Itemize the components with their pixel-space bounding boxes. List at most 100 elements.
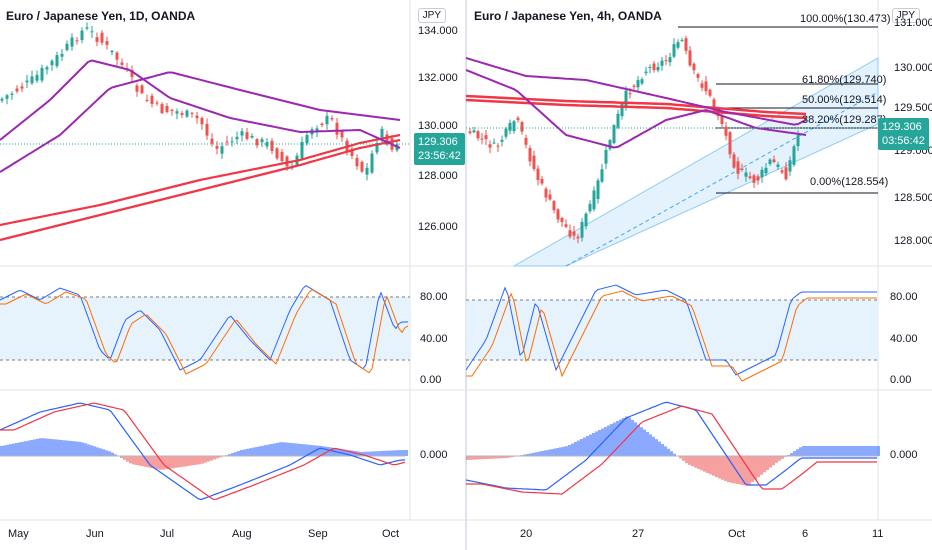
macd-histogram-bar bbox=[499, 456, 502, 459]
currency-badge[interactable]: JPY bbox=[417, 8, 446, 23]
four-hour-chart-pane[interactable]: Euro / Japanese Yen, 4h, OANDA JPY 100.0… bbox=[466, 0, 932, 550]
macd-histogram-bar bbox=[27, 440, 30, 456]
last-price-tag: 129.306 23:56:42 bbox=[414, 133, 465, 165]
macd-histogram-bar bbox=[475, 456, 478, 460]
macd-histogram-bar bbox=[171, 456, 174, 469]
four-hour-candle bbox=[596, 180, 600, 200]
daily-chart-pane[interactable]: Euro / Japanese Yen, 1D, OANDA JPY 134.0… bbox=[0, 0, 466, 550]
daily-candle bbox=[215, 146, 219, 149]
macd-histogram-bar bbox=[126, 456, 129, 462]
daily-candle bbox=[190, 112, 194, 114]
macd-histogram-bar bbox=[841, 446, 844, 456]
macd-histogram-bar bbox=[652, 436, 655, 456]
macd-line bbox=[466, 401, 877, 491]
four-hour-candle bbox=[676, 42, 680, 48]
bar-countdown: 03:56:42 bbox=[882, 135, 925, 147]
macd-histogram-bar bbox=[63, 440, 66, 456]
ma-20-line bbox=[466, 57, 807, 126]
four-hour-candle bbox=[500, 139, 504, 142]
macd-histogram-bar bbox=[183, 456, 186, 467]
ma-20-line bbox=[0, 59, 401, 149]
price-axis-label: 128.000 bbox=[418, 170, 458, 182]
macd-histogram-bar bbox=[532, 452, 535, 456]
macd-histogram-bar bbox=[252, 447, 255, 456]
macd-histogram-bar bbox=[550, 449, 553, 456]
macd-histogram-bar bbox=[255, 447, 258, 456]
macd-histogram-bar bbox=[45, 438, 48, 456]
macd-histogram-bar bbox=[234, 452, 237, 456]
macd-histogram-bar bbox=[204, 456, 207, 463]
macd-histogram-bar bbox=[691, 456, 694, 467]
macd-histogram-bar bbox=[700, 456, 703, 471]
macd-histogram-bar bbox=[48, 438, 51, 456]
macd-histogram-bar bbox=[312, 445, 315, 456]
daily-candle bbox=[280, 151, 284, 162]
macd-histogram-bar bbox=[847, 446, 850, 456]
macd-histogram-bar bbox=[730, 456, 733, 483]
macd-histogram-bar bbox=[664, 446, 667, 456]
macd-histogram-bar bbox=[381, 450, 384, 456]
macd-histogram-bar bbox=[96, 447, 99, 456]
macd-histogram-bar bbox=[321, 446, 324, 456]
four-hour-candle bbox=[516, 117, 520, 120]
macd-histogram-bar bbox=[348, 450, 351, 456]
four-hour-candle bbox=[600, 169, 604, 182]
macd-histogram-bar bbox=[592, 433, 595, 456]
daily-candle bbox=[375, 142, 379, 153]
currency-badge[interactable]: JPY bbox=[891, 8, 920, 23]
macd-histogram-bar bbox=[817, 446, 820, 456]
macd-histogram-bar bbox=[6, 444, 9, 456]
macd-histogram-bar bbox=[829, 446, 832, 456]
macd-histogram-bar bbox=[562, 446, 565, 456]
macd-histogram-bar bbox=[150, 456, 153, 468]
daily-candle bbox=[320, 123, 324, 126]
daily-candle bbox=[100, 32, 104, 43]
macd-histogram-bar bbox=[634, 422, 637, 456]
four-hour-candle bbox=[572, 231, 576, 236]
daily-candle bbox=[15, 88, 19, 92]
daily-candle bbox=[80, 30, 84, 41]
four-hour-candle bbox=[748, 176, 752, 179]
macd-histogram-bar bbox=[24, 441, 27, 456]
macd-histogram-bar bbox=[0, 446, 3, 456]
macd-histogram-bar bbox=[778, 456, 781, 461]
pane-divider[interactable] bbox=[465, 0, 467, 550]
macd-histogram-bar bbox=[874, 446, 877, 456]
daily-candle bbox=[130, 70, 134, 78]
four-hour-candle bbox=[700, 83, 704, 88]
macd-histogram-bar bbox=[715, 456, 718, 478]
macd-histogram-bar bbox=[760, 456, 763, 475]
macd-histogram-bar bbox=[706, 456, 709, 473]
macd-histogram-bar bbox=[90, 445, 93, 456]
four-hour-candle bbox=[480, 138, 484, 140]
macd-histogram-bar bbox=[577, 440, 580, 456]
daily-candle bbox=[365, 167, 369, 175]
macd-histogram-bar bbox=[754, 456, 757, 480]
macd-histogram-bar bbox=[484, 456, 487, 460]
ema-100-line bbox=[466, 94, 807, 116]
macd-histogram-bar bbox=[375, 451, 378, 456]
macd-histogram-bar bbox=[21, 441, 24, 456]
macd-histogram-bar bbox=[724, 456, 727, 482]
macd-histogram-bar bbox=[351, 450, 354, 456]
chart-title: Euro / Japanese Yen, 4h, OANDA bbox=[474, 9, 662, 23]
four-hour-candle bbox=[608, 140, 612, 149]
four-hour-chart-canvas[interactable] bbox=[466, 0, 932, 550]
price-axis-label: 134.000 bbox=[418, 25, 458, 37]
four-hour-candle bbox=[520, 122, 524, 132]
four-hour-candle bbox=[640, 79, 644, 84]
macd-histogram-bar bbox=[261, 445, 264, 456]
macd-histogram-bar bbox=[571, 443, 574, 456]
daily-chart-canvas[interactable] bbox=[0, 0, 466, 550]
macd-histogram-bar bbox=[559, 447, 562, 456]
macd-histogram-bar bbox=[108, 451, 111, 456]
macd-histogram-bar bbox=[727, 456, 730, 483]
macd-histogram-bar bbox=[787, 454, 790, 456]
daily-candle bbox=[350, 148, 354, 157]
macd-histogram-bar bbox=[303, 444, 306, 456]
macd-histogram-bar bbox=[87, 444, 90, 456]
ema-200-line bbox=[466, 98, 807, 120]
four-hour-candle bbox=[576, 236, 580, 239]
macd-histogram-bar bbox=[835, 446, 838, 456]
daily-candle bbox=[140, 85, 144, 94]
